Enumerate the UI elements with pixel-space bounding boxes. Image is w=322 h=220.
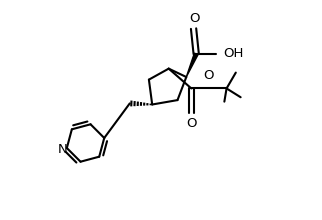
Text: O: O <box>204 69 214 82</box>
Text: O: O <box>186 117 197 130</box>
Text: O: O <box>189 12 199 25</box>
Polygon shape <box>186 53 198 77</box>
Text: N: N <box>58 143 68 156</box>
Text: OH: OH <box>223 47 243 60</box>
